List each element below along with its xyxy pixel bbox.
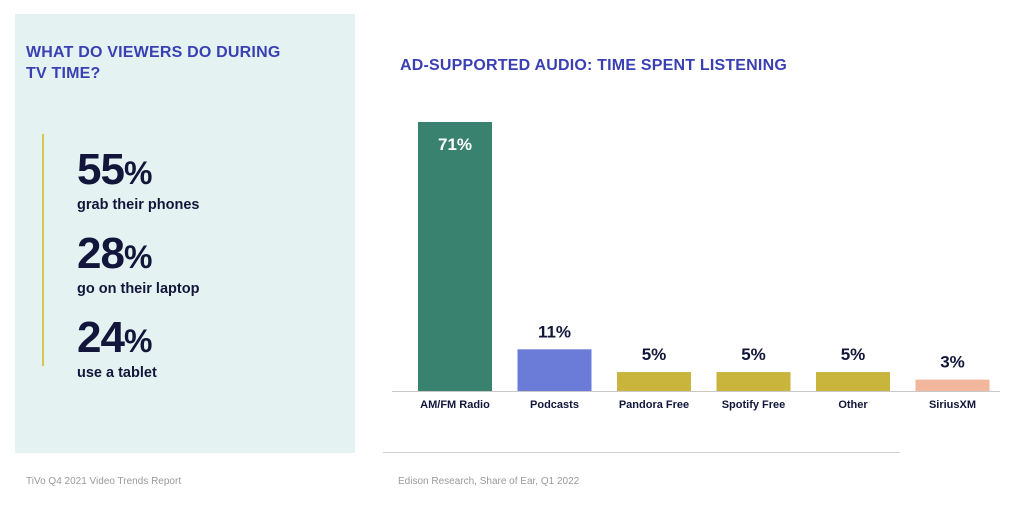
chart-title: AD-SUPPORTED AUDIO: TIME SPENT LISTENING — [400, 57, 787, 74]
stat-laptop-label: go on their laptop — [77, 281, 200, 297]
bottom-divider — [383, 452, 900, 453]
tick-label-other: Other — [838, 399, 868, 411]
bar-spotify-free — [716, 372, 791, 391]
left-source-note: TiVo Q4 2021 Video Trends Report — [26, 476, 182, 487]
tick-label-spotify-free: Spotify Free — [722, 399, 786, 411]
left-panel-title: WHAT DO VIEWERS DO DURING TV TIME? — [26, 44, 281, 82]
data-label-siriusxm: 3% — [940, 353, 965, 372]
data-label-spotify-free: 5% — [741, 345, 766, 364]
tick-label-pandora-free: Pandora Free — [619, 399, 689, 411]
stat-tablet-number: 24 — [77, 313, 125, 362]
stat-laptop: 28% go on their laptop — [77, 232, 199, 298]
tick-label-podcasts: Podcasts — [530, 399, 579, 411]
stat-phones-value: 55% — [77, 148, 199, 195]
data-label-pandora-free: 5% — [642, 345, 667, 364]
tick-label-am-fm-radio: AM/FM Radio — [420, 399, 490, 411]
stat-phones-unit: % — [123, 155, 153, 191]
stat-laptop-value: 28% — [77, 232, 199, 279]
bar-pandora-free — [617, 372, 691, 391]
stat-tablet: 24% use a tablet — [77, 316, 157, 382]
tick-label-siriusxm: SiriusXM — [929, 399, 976, 411]
bar-siriusxm — [915, 379, 990, 391]
stat-tablet-value: 24% — [77, 316, 157, 363]
stat-phones-number: 55 — [77, 145, 125, 194]
bar-podcasts — [517, 349, 592, 391]
stat-laptop-number: 28 — [77, 229, 125, 278]
bar-other — [816, 372, 890, 391]
data-label-podcasts: 11% — [538, 322, 571, 341]
chart-source-note: Edison Research, Share of Ear, Q1 2022 — [398, 476, 580, 487]
data-label-am-fm-radio: 71% — [438, 135, 472, 154]
stat-phones: 55% grab their phones — [77, 148, 199, 214]
stat-tablet-unit: % — [123, 323, 153, 359]
data-label-other: 5% — [841, 345, 866, 364]
stat-phones-label: grab their phones — [77, 197, 200, 213]
left-panel — [15, 14, 355, 453]
stat-tablet-label: use a tablet — [77, 365, 157, 381]
bar-am-fm-radio — [418, 122, 492, 391]
stats-list: 55% grab their phones 28% go on their la… — [42, 134, 304, 381]
stat-laptop-unit: % — [123, 239, 153, 275]
